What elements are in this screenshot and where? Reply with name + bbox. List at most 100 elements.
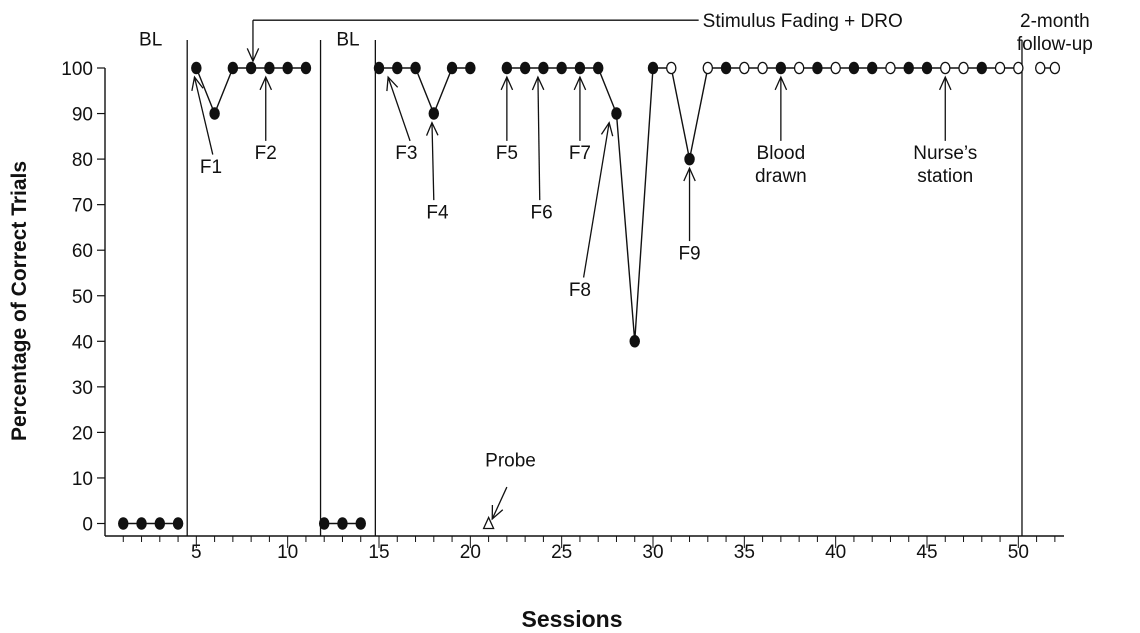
data-point-filled	[209, 107, 220, 120]
phase-label: follow-up	[1017, 34, 1093, 55]
annotation-arrow-head	[938, 75, 952, 91]
data-point-filled	[410, 61, 421, 75]
data-point-filled	[684, 152, 695, 166]
y-tick-label: 30	[72, 378, 93, 399]
annotation-label: F7	[569, 143, 591, 164]
data-point-filled	[392, 61, 403, 75]
annotation-label: F8	[569, 280, 591, 301]
annotation-arrow-head	[259, 75, 273, 91]
y-tick-label: 60	[72, 241, 93, 262]
probe-label: Probe	[485, 451, 536, 472]
data-point-open	[1013, 61, 1024, 75]
data-point-filled	[592, 61, 604, 75]
x-axis-title: Sessions	[522, 606, 623, 632]
x-tick-label: 5	[191, 542, 202, 563]
data-series	[118, 61, 1061, 530]
phase-label: 2-month	[1020, 11, 1090, 32]
x-tick-label: 45	[916, 542, 937, 563]
data-point-open	[958, 61, 969, 75]
data-point-filled	[538, 61, 549, 75]
x-tick-label: 10	[277, 542, 298, 563]
x-ticks: 5 10 15 20 25 30 35 40 45 50	[122, 536, 1056, 563]
annotation-arrow-head	[386, 75, 399, 92]
y-ticks: 0 10 20 30 40 50 60 70 80 90 100	[61, 59, 105, 536]
data-point-filled	[355, 517, 366, 530]
data-point-filled	[903, 61, 914, 75]
y-tick-label: 100	[61, 59, 93, 80]
data-point-open	[994, 61, 1006, 75]
data-point-filled	[921, 61, 933, 75]
annotation-arrow	[193, 76, 214, 155]
data-point-filled	[574, 61, 586, 75]
y-tick-label: 90	[72, 105, 93, 126]
annotation-arrow	[537, 77, 541, 201]
data-point-filled	[866, 61, 878, 75]
data-point-filled	[775, 61, 787, 75]
treatment-bracket-arrow-head	[246, 48, 260, 63]
annotation-label: F4	[426, 202, 449, 223]
y-axis-title: Percentage of Correct Trials	[8, 161, 31, 441]
annotation-label: F1	[200, 157, 222, 178]
data-point-open	[830, 61, 841, 75]
y-tick-label: 40	[72, 332, 93, 353]
data-point-open	[666, 61, 677, 75]
axes	[104, 68, 1064, 537]
annotation-arrow-head	[191, 75, 204, 91]
probe-triangle	[482, 515, 495, 530]
annotation-arrow	[491, 486, 508, 520]
data-point-filled	[629, 335, 640, 348]
annotation-arrow	[431, 122, 435, 201]
data-point-open	[739, 61, 750, 75]
annotation-arrow	[582, 122, 610, 278]
data-point-filled	[191, 61, 202, 75]
annotation-arrow-head	[774, 75, 788, 91]
data-point-filled	[428, 107, 440, 120]
annotation-label: Blood drawn	[755, 143, 807, 187]
data-point-open	[1049, 61, 1061, 75]
y-tick-label: 50	[72, 287, 93, 308]
y-tick-label: 70	[72, 196, 93, 217]
annotation-label: F9	[678, 243, 700, 264]
data-point-filled	[300, 61, 312, 75]
annotations: F1 F2 F3 F4 F5 F6 F7 F8 F9 Blood drawn Nurse’s stati…	[200, 143, 977, 301]
data-point-filled	[118, 517, 129, 530]
phase-change-lines	[186, 40, 1023, 536]
data-point-filled	[446, 61, 458, 75]
annotation-label: Nurse’s station	[913, 143, 977, 187]
annotation-label: F3	[395, 143, 417, 164]
data-point-filled	[501, 61, 513, 75]
annotation-arrow	[387, 76, 411, 142]
annotation-arrow-head	[683, 166, 696, 182]
annotation-arrow-head	[573, 75, 587, 91]
y-tick-label: 10	[72, 469, 93, 490]
data-point-filled	[465, 61, 476, 75]
data-point-filled	[976, 61, 988, 75]
data-point-filled	[519, 61, 531, 75]
annotation-label: F6	[530, 202, 552, 223]
data-point-filled	[373, 61, 385, 75]
data-point-filled	[172, 517, 184, 530]
data-point-filled	[337, 517, 348, 530]
series-line-treatment-1	[195, 67, 306, 116]
probe-marker: Probe	[482, 451, 536, 530]
annotation-arrow-head	[500, 75, 514, 91]
data-point-filled	[136, 517, 147, 530]
data-point-filled	[812, 61, 823, 75]
annotation-arrow-head	[600, 121, 614, 137]
phase-label: Stimulus Fading + DRO	[703, 11, 903, 32]
annotation-arrows	[191, 19, 952, 521]
data-point-filled	[282, 61, 293, 75]
x-tick-label: 30	[642, 542, 663, 563]
data-point-filled	[245, 61, 257, 75]
data-point-open	[793, 61, 805, 75]
data-point-open	[940, 61, 951, 75]
annotation-label: F2	[255, 143, 277, 164]
data-point-filled	[647, 61, 659, 75]
data-point-filled	[154, 517, 166, 530]
x-tick-label: 25	[551, 542, 572, 563]
data-point-open	[885, 61, 896, 75]
annotation-arrow-head	[531, 75, 545, 91]
phase-label: BL	[139, 29, 162, 50]
data-point-filled	[556, 61, 567, 75]
